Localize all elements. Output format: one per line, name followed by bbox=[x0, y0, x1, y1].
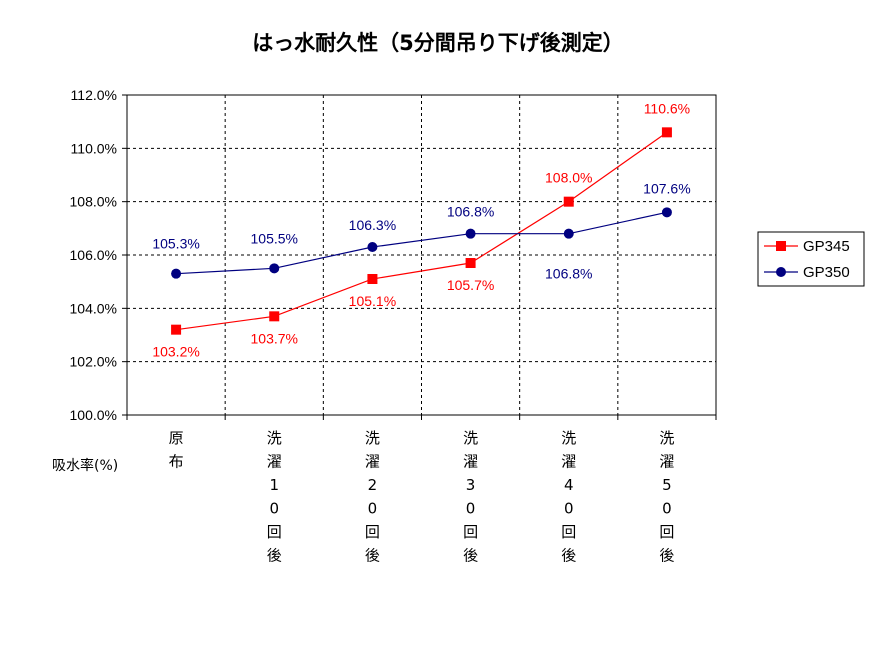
data-label: 105.5% bbox=[251, 230, 298, 246]
data-point bbox=[563, 228, 574, 239]
data-label: 105.7% bbox=[447, 277, 494, 293]
y-tick-label: 112.0% bbox=[71, 87, 117, 103]
data-label: 110.6% bbox=[644, 100, 690, 116]
data-point bbox=[563, 196, 574, 207]
data-label: 106.8% bbox=[447, 204, 494, 220]
y-tick-label: 106.0% bbox=[70, 247, 117, 263]
data-point bbox=[661, 127, 672, 138]
data-label: 108.0% bbox=[545, 170, 592, 186]
data-point bbox=[661, 207, 672, 218]
legend: GP345 GP350 bbox=[757, 231, 865, 287]
x-tick-label: 洗濯 4 0 回後 bbox=[561, 429, 576, 565]
plot-area: 100.0% 102.0% 104.0% 106.0% 108.0% 110.0% 112.… bbox=[70, 87, 717, 565]
data-point bbox=[269, 311, 280, 322]
x-tick-label: 洗濯 5 0 回後 bbox=[659, 429, 674, 565]
y-tick-label: 100.0% bbox=[70, 407, 117, 423]
data-label: 105.3% bbox=[152, 236, 199, 252]
x-tick-label: 洗濯 3 0 回後 bbox=[463, 429, 478, 565]
y-tick-label: 102.0% bbox=[70, 354, 117, 370]
data-point bbox=[367, 242, 378, 252]
legend-box bbox=[757, 231, 865, 287]
data-label: 106.8% bbox=[545, 266, 592, 282]
data-point bbox=[465, 228, 476, 239]
series-GP350: 105.3% 105.5% 106.3% 106.8% 106.8% 107.6% bbox=[152, 180, 690, 281]
legend-marker bbox=[776, 267, 786, 277]
data-point bbox=[465, 258, 476, 268]
y-tick-label: 110.0% bbox=[71, 140, 117, 156]
data-point bbox=[269, 263, 280, 274]
y-axis-label: 吸水率(%) bbox=[52, 457, 118, 474]
data-point bbox=[171, 268, 182, 279]
series-line bbox=[176, 211, 668, 275]
chart-title: はっ水耐久性（5分間吊り下げ後測定） bbox=[252, 31, 624, 55]
data-label: 106.3% bbox=[349, 217, 396, 233]
data-label: 105.1% bbox=[349, 293, 396, 309]
legend-label: GP345 bbox=[803, 238, 850, 255]
legend-marker bbox=[776, 241, 786, 251]
x-tick-label: 洗濯 1 0 回後 bbox=[267, 429, 282, 565]
data-point bbox=[367, 274, 378, 284]
x-tick-label: 原布 bbox=[169, 429, 184, 471]
legend-label: GP350 bbox=[803, 264, 850, 281]
data-label: 103.7% bbox=[251, 330, 298, 346]
x-tick-label: 洗濯 2 0 回後 bbox=[365, 429, 380, 565]
y-tick-label: 108.0% bbox=[70, 194, 117, 210]
series-line bbox=[176, 131, 668, 331]
series-GP345: 103.2% 103.7% 105.1% 105.7% 108.0% 110.6% bbox=[152, 100, 690, 359]
data-label: 107.6% bbox=[643, 180, 690, 196]
y-tick-label: 104.0% bbox=[70, 300, 117, 316]
data-point bbox=[171, 324, 182, 335]
data-label: 103.2% bbox=[152, 344, 199, 360]
